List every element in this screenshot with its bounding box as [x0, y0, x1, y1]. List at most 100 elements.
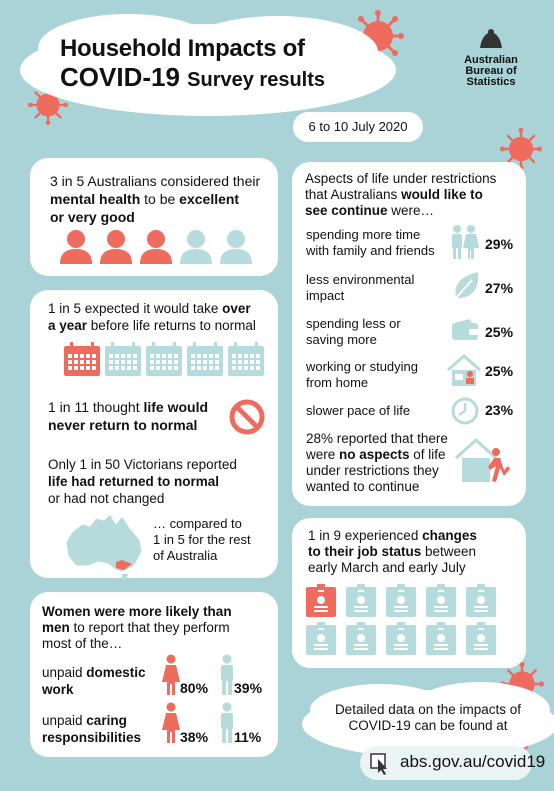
aspect-text: slower pace of life	[306, 403, 411, 418]
id-badge-icon	[386, 584, 416, 617]
na-line1: 28% reported that there	[306, 431, 448, 446]
na-line2: were	[306, 447, 340, 462]
mh-bold2: excellent	[179, 191, 240, 207]
title-cloud	[20, 14, 396, 116]
job-bold1: changes	[422, 528, 477, 543]
rn-bold1: over	[222, 301, 251, 316]
aspect-pace: slower pace of life	[306, 403, 410, 419]
footer-line1: Detailed data on the impacts of	[334, 702, 522, 717]
women-bold2: men	[42, 620, 70, 635]
job-bold2: to their job status	[308, 544, 422, 559]
mh-line1: 3 in 5 Australians considered their	[50, 173, 261, 189]
title-survey: Survey results	[187, 69, 326, 91]
mh-bold3: or very good	[50, 209, 135, 225]
na-line4: wanted to continue	[306, 479, 420, 494]
job-line1: 1 in 9 experienced	[308, 528, 423, 543]
cmp-line1: … compared to	[153, 516, 242, 531]
house-escape-icon	[454, 437, 510, 482]
aspect-text: saving more	[306, 332, 377, 347]
aspect-text: spending more time	[306, 227, 421, 242]
women-card	[30, 592, 278, 757]
calendar-icon	[228, 342, 264, 376]
url-link[interactable]: abs.gov.au/covid19	[360, 746, 545, 780]
calendar-icon	[187, 342, 223, 376]
id-badge-icon	[426, 622, 456, 655]
date-badge: 6 to 10 July 2020	[293, 112, 423, 142]
nr-bold1: life would	[143, 399, 209, 415]
footer-line2: COVID-19 can be found at	[348, 718, 508, 733]
aspect-saving: spending less or saving more	[306, 316, 401, 348]
id-badge-icon	[386, 622, 416, 655]
aspect-pct: 27%	[485, 280, 514, 296]
victoria-text: Only 1 in 50 Victorians reported life ha…	[48, 456, 237, 507]
women-line3: most of the…	[42, 636, 123, 651]
id-badge-icon	[466, 622, 496, 655]
virus-icon	[28, 85, 68, 125]
page-subtitle: COVID-19 Survey results	[60, 62, 325, 93]
aspect-text: working or studying	[306, 359, 418, 374]
footer-text: Detailed data on the impacts of COVID-19…	[318, 702, 538, 734]
id-badge-icon	[306, 584, 336, 617]
job-rest: between	[421, 544, 477, 559]
footer-cloud	[302, 682, 554, 758]
job-line3: early March and early July	[308, 560, 466, 575]
mental-health-text: 3 in 5 Australians considered their ment…	[50, 172, 260, 226]
id-badge-icon	[346, 584, 376, 617]
women-rest: to report that they perform	[69, 620, 230, 635]
asp-bold2: see continue	[305, 203, 388, 218]
rn-rest: before life returns to normal	[87, 318, 256, 333]
car-b: caring	[86, 713, 127, 728]
mh-bold1: mental health	[50, 191, 141, 207]
abs-logo: Australian Bureau of Statistics	[452, 28, 530, 92]
australia-map-icon	[65, 513, 143, 580]
nr-line1: 1 in 11 thought	[48, 399, 144, 415]
asp-line1: Aspects of life under restrictions	[305, 171, 497, 186]
aspect-text: less environmental	[306, 272, 415, 287]
id-badge-icon	[306, 622, 336, 655]
dom-b: domestic	[86, 665, 146, 680]
asp-rest: were…	[387, 203, 435, 218]
male-icon	[221, 654, 233, 695]
coat-of-arms-icon	[480, 29, 502, 48]
people-row	[60, 228, 260, 271]
id-badge-icon	[466, 584, 496, 617]
na-rest: of life	[409, 447, 446, 462]
male-caring-pct: 11%	[234, 729, 262, 745]
aspect-pct: 23%	[485, 402, 514, 418]
aspect-text: impact	[306, 288, 345, 303]
women-bold1: Women were more likely than	[42, 604, 232, 619]
aspect-text: from home	[306, 375, 369, 390]
female-icon	[162, 702, 180, 743]
title-covid: COVID-19	[60, 62, 180, 92]
vic-line3: or had not changed	[48, 491, 165, 506]
aspect-text: with family and friends	[306, 243, 435, 258]
aspect-pct: 25%	[485, 363, 514, 379]
car-c: responsibilities	[42, 730, 142, 745]
car-a: unpaid	[42, 713, 87, 728]
badge-grid	[306, 584, 516, 661]
cmp-line3: of Australia	[153, 548, 218, 563]
rn-line1: 1 in 5 expected it would take	[48, 301, 223, 316]
cursor-click-icon	[370, 753, 387, 775]
home-work-icon	[447, 354, 481, 386]
calendar-icon	[105, 342, 141, 376]
return-year-text: 1 in 5 expected it would take over a yea…	[48, 300, 256, 334]
person-icon	[180, 230, 212, 264]
caring-label: unpaid caring responsibilities	[42, 712, 141, 746]
aspect-pct: 29%	[485, 236, 514, 252]
aspect-home: working or studying from home	[306, 359, 418, 391]
dom-c: work	[42, 682, 74, 697]
never-return-text: 1 in 11 thought life would never return …	[48, 398, 208, 434]
aspect-environment: less environmental impact	[306, 272, 414, 304]
wallet-icon	[452, 319, 478, 340]
id-badge-icon	[426, 584, 456, 617]
male-domestic-pct: 39%	[234, 680, 263, 696]
calendar-icon	[146, 342, 182, 376]
female-caring-pct: 38%	[180, 729, 209, 745]
url-text[interactable]: abs.gov.au/covid19	[400, 752, 546, 771]
vic-line1: Only 1 in 50 Victorians reported	[48, 457, 237, 472]
vic-bold: life had returned to normal	[48, 474, 220, 489]
women-heading: Women were more likely than men to repor…	[42, 604, 232, 652]
aspects-intro: Aspects of life under restrictions that …	[305, 171, 496, 219]
